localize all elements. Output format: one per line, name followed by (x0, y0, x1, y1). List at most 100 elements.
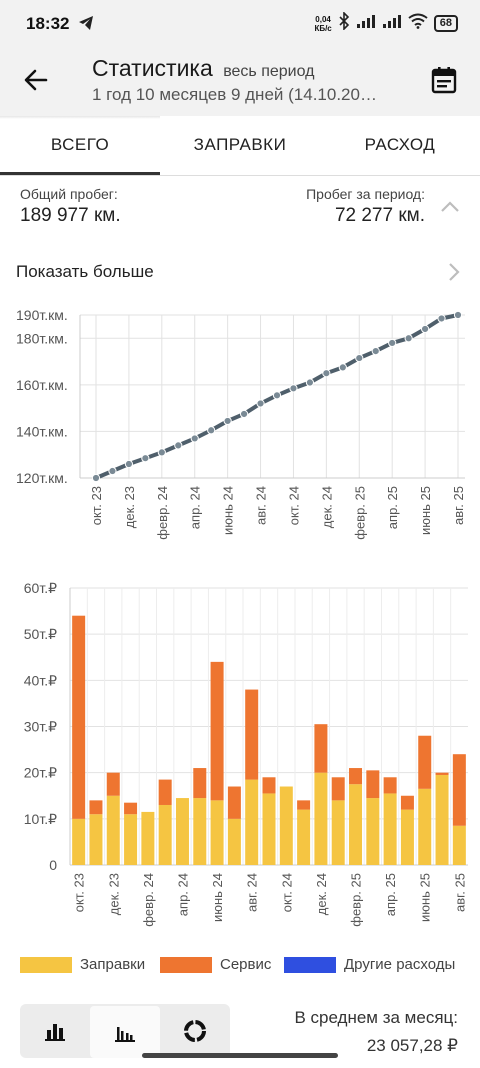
tab-refuels[interactable]: ЗАПРАВКИ (193, 135, 287, 154)
bar-service (124, 802, 138, 815)
signal-icon (356, 13, 376, 34)
x-tick-label: авг. 25 (452, 873, 467, 912)
show-more-row[interactable]: Показать больше (0, 248, 480, 296)
show-more-label: Показать больше (16, 262, 154, 281)
mileage-point (404, 334, 413, 343)
status-time: 18:32 (26, 14, 70, 33)
mileage-point (174, 441, 183, 450)
period-text: 1 год 10 месяцев 9 дней (14.10.20… (92, 85, 377, 104)
mileage-point (157, 448, 166, 457)
bar-fuel (331, 800, 345, 865)
y-tick-label: 120т.км. (16, 470, 68, 486)
y-tick-label: 50т.₽ (24, 626, 57, 642)
legend-item-fuel: Заправки (20, 956, 145, 973)
bar-fuel (452, 825, 466, 865)
monthly-average: В среднем за месяц: 23 057,28 ₽ (294, 1008, 458, 1056)
x-tick-label: окт. 23 (72, 873, 87, 912)
bar-fuel (245, 779, 259, 865)
status-bar: 18:32 0,04 КБ/с 68 (0, 0, 480, 48)
bar-fuel (193, 798, 207, 865)
mileage-point (207, 426, 216, 435)
back-arrow-icon[interactable] (22, 66, 50, 99)
bar-fuel (435, 774, 449, 865)
bar-service (245, 689, 259, 780)
tab-total[interactable]: ВСЕГО (0, 116, 160, 175)
signal-icon-2 (382, 13, 402, 34)
mileage-point (420, 324, 430, 334)
home-indicator[interactable] (142, 1053, 338, 1058)
net-speed-value: 0,04 (315, 14, 331, 24)
x-tick-label: апр. 24 (188, 486, 203, 529)
donut-view-button[interactable] (160, 1004, 230, 1058)
x-tick-label: апр. 25 (383, 873, 398, 916)
x-tick-label: февр. 24 (155, 486, 170, 540)
legend-label-service: Сервис (220, 956, 272, 973)
bar-fuel (106, 795, 120, 865)
bar-fuel (158, 804, 172, 865)
mileage-point (190, 434, 199, 443)
mileage-point (388, 338, 397, 348)
x-tick-label: авг. 24 (254, 486, 269, 525)
mileage-point (124, 459, 134, 469)
x-tick-label: июнь 24 (221, 486, 236, 535)
mileage-point (355, 353, 364, 363)
total-mileage-value: 189 977 км. (20, 205, 121, 226)
mileage-point (141, 454, 150, 463)
bar-fuel (175, 798, 189, 865)
monthly-average-label: В среднем за месяц: (294, 1008, 458, 1027)
mileage-line-chart: 120т.км. 140т.км. 160т.км. 180т.км. 190т.км.… (16, 307, 466, 540)
legend-swatch-other (284, 956, 336, 973)
bar-service (158, 779, 172, 805)
bar-service (452, 754, 466, 826)
x-tick-label: дек. 24 (319, 486, 334, 528)
wifi-icon (408, 13, 428, 34)
y-tick-label: 10т.₽ (24, 811, 57, 827)
app-bar: Статистика весь период 1 год 10 месяцев … (0, 48, 480, 116)
mileage-point (239, 409, 249, 419)
y-tick-label: 180т.км. (16, 330, 68, 346)
chevron-up-icon[interactable] (440, 200, 460, 219)
bar-fuel (297, 809, 311, 865)
bar-fuel (279, 786, 293, 865)
mileage-point (371, 346, 380, 356)
x-tick-label: авг. 25 (451, 486, 466, 525)
mileage-point (322, 369, 331, 378)
bar-fuel (366, 798, 380, 865)
legend-swatch-fuel (20, 956, 72, 973)
mileage-point (91, 473, 101, 483)
x-tick-label: авг. 24 (245, 873, 260, 912)
bar-fuel (124, 814, 138, 865)
page-subtitle: весь период (223, 63, 315, 80)
bar-service (418, 735, 432, 789)
calendar-icon[interactable] (431, 66, 457, 99)
bar-service (262, 777, 276, 794)
chart-view-switch (20, 1004, 230, 1058)
battery-icon: 68 (433, 15, 458, 32)
legend-item-service: Сервис (160, 956, 271, 973)
x-tick-label: дек. 24 (314, 873, 329, 915)
bar-fuel (72, 818, 86, 865)
bar-service (383, 777, 397, 794)
bar-service (227, 786, 241, 819)
y-tick-label: 30т.₽ (24, 719, 57, 735)
y-tick-label: 0 (49, 857, 57, 873)
bar-service (331, 777, 345, 801)
period-mileage: Пробег за период: 72 277 км. (306, 186, 425, 227)
mileage-point (223, 416, 232, 426)
bar-fuel (89, 814, 103, 865)
expense-bar-chart: 0 10т.₽ 20т.₽ 30т.₽ 40т.₽ 50т.₽ 60т.₽ окт. 23 де… (24, 580, 468, 927)
bar-chart-icon (45, 1024, 65, 1041)
mileage-point (272, 391, 282, 400)
legend-label-other: Другие расходы (344, 956, 456, 973)
bar-fuel (349, 784, 363, 865)
stacked-bar-view-button[interactable] (20, 1004, 90, 1058)
y-tick-label: 60т.₽ (24, 580, 57, 596)
x-tick-label: дек. 23 (122, 486, 137, 528)
tab-expense[interactable]: РАСХОД (364, 135, 436, 154)
net-speed: 0,04 КБ/с (314, 15, 331, 33)
x-tick-label: февр. 25 (349, 873, 364, 927)
status-icons: 0,04 КБ/с 68 (314, 11, 458, 35)
period-mileage-label: Пробег за период: (306, 186, 425, 202)
bar-fuel (314, 772, 328, 865)
grouped-bar-view-button[interactable] (90, 1006, 160, 1058)
